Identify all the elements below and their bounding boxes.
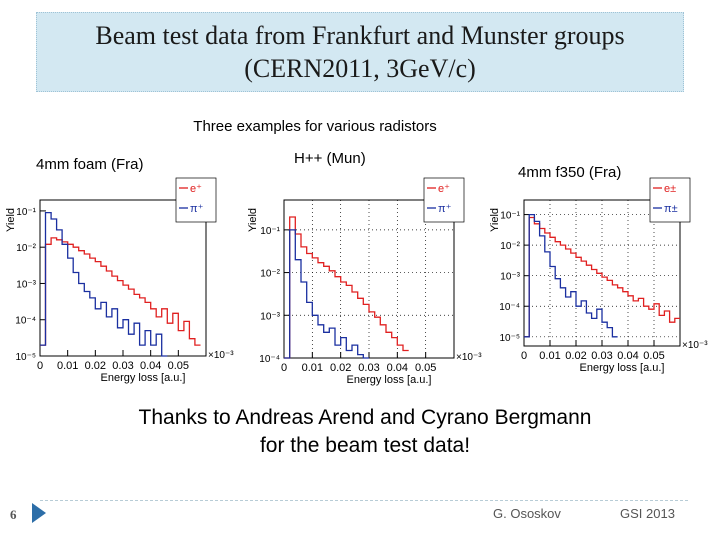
x-scale-factor: ×10⁻³ — [682, 340, 708, 351]
x-tick-label: 0 — [37, 360, 43, 372]
y-tick-label: 10⁻² — [260, 269, 280, 280]
x-tick-label: 0.05 — [168, 360, 189, 372]
panel-label-2: H++ (Mun) — [294, 150, 366, 167]
x-tick-label: 0.04 — [387, 362, 408, 374]
panel-label-3: 4mm f350 (Fra) — [518, 164, 622, 181]
chart-foam-fra: 10⁻¹ 10⁻² 10⁻³ 10⁻⁴ 10⁻⁵0 0.01 0.02 0.03 0.04 0.0… — [5, 177, 234, 384]
acknowledgement-line2: for the beam test data! — [259, 434, 471, 457]
footer-conference: GSI 2013 — [620, 506, 675, 521]
y-tick-label: 10⁻⁵ — [499, 333, 520, 344]
x-tick-label: 0.01 — [539, 350, 560, 362]
legend-entry: e± — [664, 183, 676, 195]
y-tick-label: 10⁻³ — [500, 272, 520, 283]
acknowledgement: Thanks to Andreas Arend and Cyrano Bergm… — [60, 404, 670, 460]
slide-title: Beam test data from Frankfurt and Munste… — [95, 19, 624, 85]
x-tick-label: 0.02 — [85, 360, 106, 372]
x-tick-label: 0.01 — [302, 362, 323, 374]
legend-box — [175, 177, 217, 223]
y-tick-label: 10⁻² — [16, 243, 36, 254]
y-tick-label: 10⁻⁴ — [499, 302, 520, 313]
y-axis-title: Yield — [489, 208, 501, 232]
series-line-electron — [524, 216, 680, 338]
series-line-pion — [284, 229, 369, 359]
series-line-pion — [524, 213, 618, 338]
acknowledgement-line1: Thanks to Andreas Arend and Cyrano Bergm… — [138, 406, 592, 429]
x-tick-label: 0.05 — [415, 362, 436, 374]
legend-entry: π⁺ — [438, 203, 452, 215]
x-tick-label: 0.04 — [617, 350, 638, 362]
series-line-electron — [40, 237, 201, 346]
x-tick-label: 0.05 — [643, 350, 664, 362]
legend: e⁺ π⁺ — [175, 177, 217, 223]
chart-f350-fra: 10⁻¹ 10⁻² 10⁻³ 10⁻⁴ 10⁻⁵0 0.01 0.02 0.03 0.04 0.0… — [489, 177, 708, 374]
legend-entry: e⁺ — [438, 183, 450, 195]
y-tick-label: 10⁻³ — [16, 279, 36, 290]
footer-author: G. Ososkov — [493, 506, 561, 521]
x-tick-label: 0.03 — [112, 360, 133, 372]
y-tick-label: 10⁻⁴ — [15, 316, 36, 327]
x-scale-factor: ×10⁻³ — [456, 352, 482, 363]
panel-label-1: 4mm foam (Fra) — [36, 156, 144, 173]
legend-box — [649, 177, 691, 223]
x-axis-title: Energy loss [a.u.] — [347, 374, 432, 386]
legend-entry: e⁺ — [190, 183, 202, 195]
plot-frame — [39, 199, 207, 357]
legend-box — [423, 177, 465, 223]
footer-divider — [40, 500, 688, 501]
legend: e± π± — [649, 177, 691, 223]
slide-subtitle: Three examples for various radistors — [193, 118, 437, 135]
x-tick-label: 0.02 — [565, 350, 586, 362]
x-tick-label: 0.04 — [140, 360, 161, 372]
y-tick-label: 10⁻⁵ — [15, 352, 36, 363]
y-tick-label: 10⁻¹ — [260, 226, 280, 237]
legend-entry: π± — [664, 203, 678, 215]
legend: e⁺ π⁺ — [423, 177, 465, 223]
next-slide-arrow-icon[interactable] — [32, 503, 46, 523]
chart-hpp-mun: 10⁻¹ 10⁻² 10⁻³ 10⁻⁴0 0.01 0.02 0.03 0.04 0.05 ×10… — [247, 177, 482, 386]
series-line-pion — [40, 211, 168, 357]
x-axis-title: Energy loss [a.u.] — [101, 372, 186, 384]
x-tick-label: 0.03 — [358, 362, 379, 374]
x-scale-factor: ×10⁻³ — [208, 350, 234, 361]
y-tick-label: 10⁻¹ — [16, 207, 36, 218]
legend-entry: π⁺ — [190, 203, 204, 215]
plot-frame — [283, 199, 455, 359]
y-axis-title: Yield — [5, 208, 17, 232]
slide-number: 6 — [10, 507, 17, 522]
y-tick-label: 10⁻³ — [260, 311, 280, 322]
series-line-electron — [284, 216, 409, 359]
x-tick-label: 0 — [521, 350, 527, 362]
x-tick-label: 0.02 — [330, 362, 351, 374]
y-tick-label: 10⁻⁴ — [259, 354, 280, 365]
title-box: Beam test data from Frankfurt and Munste… — [36, 12, 684, 92]
x-axis-title: Energy loss [a.u.] — [580, 362, 665, 374]
x-tick-label: 0.01 — [57, 360, 78, 372]
y-tick-label: 10⁻¹ — [500, 211, 520, 222]
y-tick-label: 10⁻² — [500, 241, 520, 252]
y-axis-title: Yield — [247, 208, 259, 232]
x-tick-label: 0.03 — [591, 350, 612, 362]
x-tick-label: 0 — [281, 362, 287, 374]
slide-title-line1: Beam test data from Frankfurt and Munste… — [95, 21, 625, 50]
slide-title-line2: (CERN2011, 3GeV/c) — [244, 54, 476, 83]
